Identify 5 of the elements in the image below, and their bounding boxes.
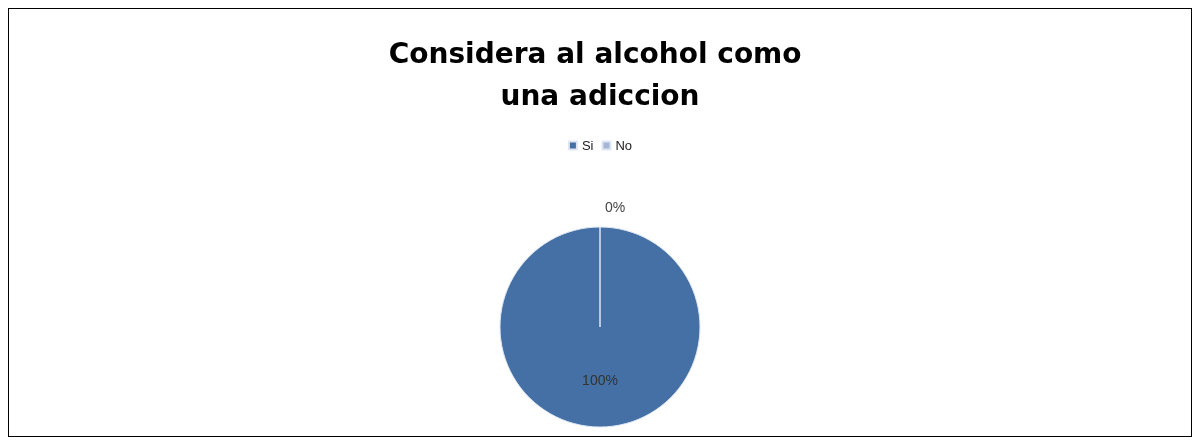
legend-label: Si xyxy=(581,138,594,153)
data-label: 100% xyxy=(582,372,618,388)
chart-title: Considera al alcohol como una adiccion xyxy=(388,36,812,112)
text: 0% xyxy=(605,199,626,215)
legend-label: No xyxy=(615,138,633,153)
